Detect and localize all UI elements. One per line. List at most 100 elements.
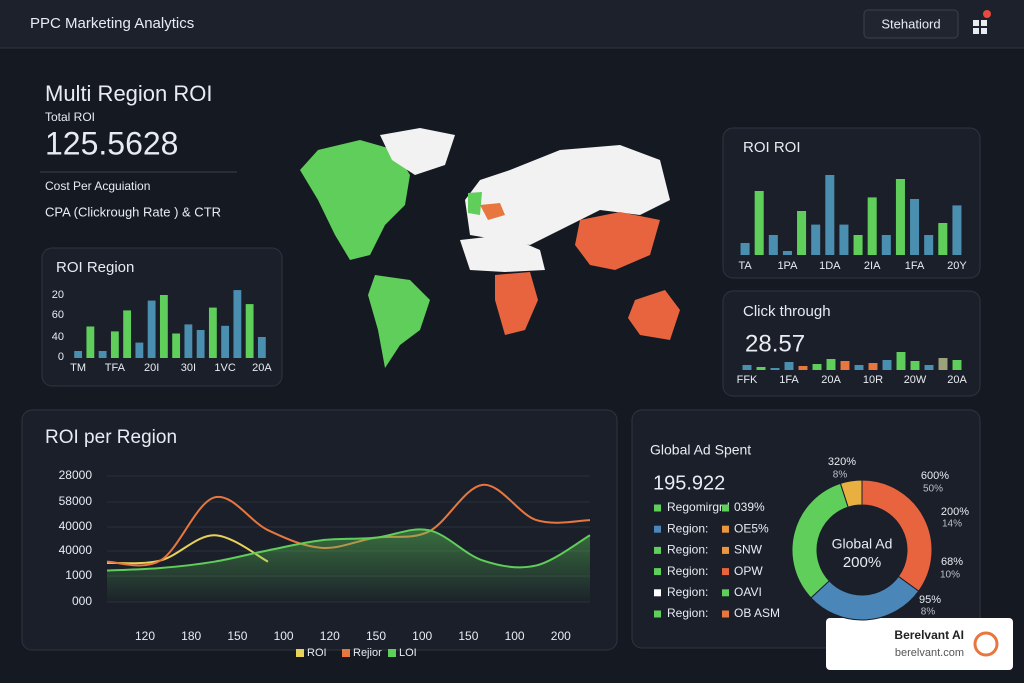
x-tick-label: 150 bbox=[458, 629, 478, 643]
donut-annotation: 600% bbox=[921, 470, 949, 482]
chart-title: ROI ROI bbox=[743, 139, 801, 156]
y-tick-label: 0 bbox=[58, 351, 64, 363]
x-tick-label: 20W bbox=[904, 374, 927, 386]
y-tick-label: 40000 bbox=[59, 519, 93, 533]
bar bbox=[924, 365, 934, 370]
header-button-label[interactable]: Stehatiord bbox=[881, 16, 940, 31]
bar bbox=[221, 325, 230, 358]
bar bbox=[825, 175, 835, 255]
bar bbox=[257, 337, 266, 358]
chart-title: Global Ad Spent bbox=[650, 442, 751, 458]
bar bbox=[881, 235, 891, 255]
bar bbox=[826, 359, 836, 370]
bar bbox=[924, 235, 934, 255]
map-region bbox=[300, 140, 410, 260]
chart-value: 28.57 bbox=[745, 330, 805, 357]
y-tick-label: 40000 bbox=[59, 543, 93, 557]
legend-swatch bbox=[722, 525, 729, 533]
map-region bbox=[480, 203, 505, 220]
x-tick-label: 20A bbox=[252, 362, 272, 374]
bar bbox=[853, 235, 863, 255]
menu-icon[interactable] bbox=[973, 10, 991, 34]
watermark-logo bbox=[973, 631, 999, 657]
icon-square bbox=[981, 20, 987, 26]
legend-swatch bbox=[722, 610, 729, 618]
x-tick-label: 150 bbox=[366, 629, 386, 643]
bar bbox=[910, 361, 920, 370]
donut-annotation: 50% bbox=[923, 484, 943, 495]
bar bbox=[784, 362, 794, 370]
icon-square bbox=[973, 20, 979, 26]
bar bbox=[782, 251, 792, 255]
donut-slice bbox=[791, 482, 849, 599]
icon-square bbox=[973, 28, 979, 34]
donut-annotation: 320% bbox=[828, 456, 856, 468]
map-region bbox=[575, 212, 660, 270]
x-tick-label: 200 bbox=[551, 629, 571, 643]
x-tick-label: 10R bbox=[863, 374, 883, 386]
legend-swatch bbox=[654, 568, 661, 576]
line bbox=[106, 534, 269, 565]
bar bbox=[895, 179, 905, 255]
legend-value: OAVI bbox=[734, 585, 762, 599]
bar bbox=[196, 330, 205, 358]
x-tick-label: FFK bbox=[737, 374, 758, 386]
bar bbox=[742, 365, 752, 370]
map-region bbox=[628, 290, 680, 340]
bar bbox=[740, 243, 750, 255]
legend-swatch bbox=[722, 504, 729, 512]
legend-label: Region: bbox=[667, 606, 708, 620]
bar bbox=[840, 361, 850, 370]
bar bbox=[854, 365, 864, 370]
donut-annotation: 8% bbox=[921, 607, 936, 618]
map-region bbox=[495, 272, 538, 335]
kpi-title: Multi Region ROI bbox=[45, 81, 213, 106]
kpi-line: CPA (Clickrough Rate ) & CTR bbox=[45, 204, 221, 219]
bar bbox=[938, 358, 948, 370]
icon-square bbox=[981, 28, 987, 34]
bar bbox=[135, 342, 144, 358]
donut-slice bbox=[861, 479, 933, 592]
x-tick-label: 20A bbox=[947, 374, 967, 386]
x-tick-label: TM bbox=[70, 362, 86, 374]
chart-title: ROI per Region bbox=[45, 427, 177, 448]
bar bbox=[812, 364, 822, 370]
legend-label: Region: bbox=[667, 521, 708, 535]
app-title: PPC Marketing Analytics bbox=[30, 15, 194, 32]
legend-swatch bbox=[654, 610, 661, 618]
kpi-line: Cost Per Acguiation bbox=[45, 179, 150, 193]
notification-dot bbox=[983, 10, 991, 18]
x-tick-label: 1FA bbox=[905, 260, 925, 272]
x-tick-label: TA bbox=[738, 260, 752, 272]
bar bbox=[98, 351, 107, 358]
x-tick-label: 100 bbox=[505, 629, 525, 643]
x-tick-label: 100 bbox=[412, 629, 432, 643]
legend-label: Region: bbox=[667, 564, 708, 578]
x-tick-label: 20A bbox=[821, 374, 841, 386]
donut-annotation: 10% bbox=[940, 570, 960, 581]
legend-swatch bbox=[654, 546, 661, 554]
x-tick-label: 150 bbox=[227, 629, 247, 643]
x-tick-label: 1FA bbox=[779, 374, 799, 386]
bar bbox=[756, 367, 766, 370]
header-button[interactable] bbox=[863, 9, 959, 39]
legend-value: 039% bbox=[734, 500, 765, 514]
world-map bbox=[300, 128, 680, 368]
bar bbox=[159, 295, 168, 358]
bar bbox=[110, 331, 119, 358]
bar bbox=[233, 290, 242, 358]
bar bbox=[896, 352, 906, 370]
map-region bbox=[468, 192, 482, 215]
bar bbox=[797, 211, 807, 255]
x-tick-label: 120 bbox=[320, 629, 340, 643]
kpi-value: 125.5628 bbox=[45, 125, 178, 161]
bar bbox=[868, 363, 878, 370]
legend-label: Rejior bbox=[353, 647, 382, 659]
x-tick-label: 1PA bbox=[777, 260, 798, 272]
bar bbox=[770, 368, 780, 370]
y-tick-label: 000 bbox=[72, 594, 92, 608]
legend-swatch bbox=[296, 649, 304, 657]
x-tick-label: 100 bbox=[274, 629, 294, 643]
x-tick-label: 2IA bbox=[864, 260, 881, 272]
